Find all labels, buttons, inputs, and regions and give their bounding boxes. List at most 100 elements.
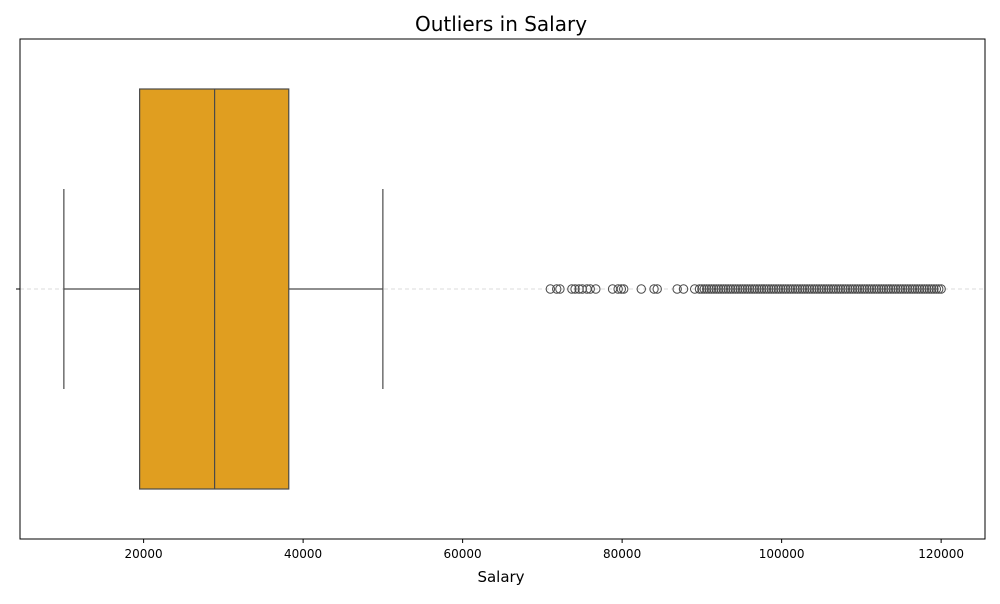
outlier-point	[931, 284, 942, 294]
outlier-point	[917, 284, 927, 294]
outlier-point	[723, 284, 733, 294]
outlier-point	[737, 284, 748, 294]
outlier-point	[874, 284, 884, 294]
outlier-point	[545, 284, 556, 294]
outlier-point	[893, 284, 903, 294]
outlier-point	[797, 284, 808, 294]
outlier-point	[859, 284, 870, 294]
outlier-point	[845, 284, 855, 294]
x-tick-label: 40000	[284, 547, 322, 561]
outlier-point	[890, 284, 901, 294]
outlier-point	[733, 284, 743, 294]
outlier-point	[740, 284, 750, 294]
outlier-point	[804, 284, 815, 294]
outlier-point	[725, 284, 736, 294]
outlier-point	[886, 284, 896, 294]
outlier-point	[833, 284, 843, 294]
x-axis-label: Salary	[477, 568, 524, 586]
outlier-point	[788, 284, 798, 294]
outlier-point	[754, 284, 765, 294]
outlier-point	[570, 284, 580, 294]
outlier-point	[929, 284, 939, 294]
outlier-point	[852, 284, 863, 294]
outlier-point	[855, 284, 865, 294]
outlier-point	[879, 284, 889, 294]
outlier-point	[792, 284, 803, 294]
outlier-point	[759, 284, 769, 294]
outlier-point	[843, 284, 853, 294]
outlier-point	[809, 284, 820, 294]
outlier-point	[828, 284, 839, 294]
outlier-point	[694, 284, 705, 294]
plot-area: 20000 40000 60000 80000 100000 120000	[16, 38, 986, 561]
outlier-point	[649, 284, 659, 294]
outlier-point	[898, 284, 908, 294]
outlier-point	[888, 284, 898, 294]
outlier-point	[876, 284, 887, 294]
outlier-point	[831, 284, 841, 294]
outlier-point	[672, 284, 682, 294]
outlier-point	[749, 284, 760, 294]
outlier-point	[910, 284, 920, 294]
outlier-point	[883, 284, 894, 294]
outlier-point	[636, 284, 646, 294]
outlier-point	[718, 284, 729, 294]
outlier-point	[783, 284, 793, 294]
outlier-point	[914, 284, 925, 294]
outlier-point	[934, 284, 944, 294]
x-tick-label: 120000	[918, 547, 964, 561]
outlier-point	[871, 284, 882, 294]
outlier-point	[936, 284, 946, 294]
outlier-point	[619, 284, 629, 294]
x-tick-label: 20000	[125, 547, 163, 561]
outlier-point	[780, 284, 791, 294]
outlier-point	[922, 284, 932, 294]
x-tick-label: 60000	[444, 547, 482, 561]
outlier-point	[795, 284, 805, 294]
outlier-point	[835, 284, 846, 294]
outlier-point	[613, 284, 623, 294]
outlier-point	[706, 284, 717, 294]
outlier-point	[616, 284, 627, 294]
outlier-point	[697, 284, 707, 294]
outlier-point	[902, 284, 913, 294]
outlier-point	[713, 284, 724, 294]
outlier-point	[790, 284, 800, 294]
outlier-point	[742, 284, 753, 294]
outlier-point	[778, 284, 788, 294]
outlier-point	[728, 284, 738, 294]
outlier-point	[678, 284, 689, 294]
outlier-point	[771, 284, 781, 294]
outlier-point	[905, 284, 915, 294]
outlier-point	[699, 284, 709, 294]
x-tick-label: 80000	[603, 547, 641, 561]
outlier-point	[821, 284, 831, 294]
outlier-point	[816, 284, 827, 294]
outlier-point	[850, 284, 860, 294]
outlier-point	[814, 284, 824, 294]
outlier-point	[926, 284, 937, 294]
outlier-point	[764, 284, 774, 294]
outlier-point	[919, 284, 930, 294]
outlier-point	[895, 284, 906, 294]
outlier-point	[840, 284, 851, 294]
outlier-point	[552, 284, 562, 294]
outlier-point	[819, 284, 829, 294]
outlier-point	[704, 284, 714, 294]
outlier-point	[652, 284, 662, 294]
outlier-point	[773, 284, 784, 294]
outlier-point	[867, 284, 877, 294]
outlier-point	[735, 284, 745, 294]
outlier-point	[761, 284, 772, 294]
outlier-point	[869, 284, 879, 294]
outlier-point	[721, 284, 731, 294]
chart-title: Outliers in Salary	[415, 12, 587, 36]
outlier-point	[802, 284, 812, 294]
outlier-point	[924, 284, 934, 294]
outlier-point	[812, 284, 822, 294]
outlier-point	[857, 284, 867, 294]
outlier-point	[800, 284, 810, 294]
outlier-point	[591, 284, 601, 294]
outlier-point	[776, 284, 786, 294]
